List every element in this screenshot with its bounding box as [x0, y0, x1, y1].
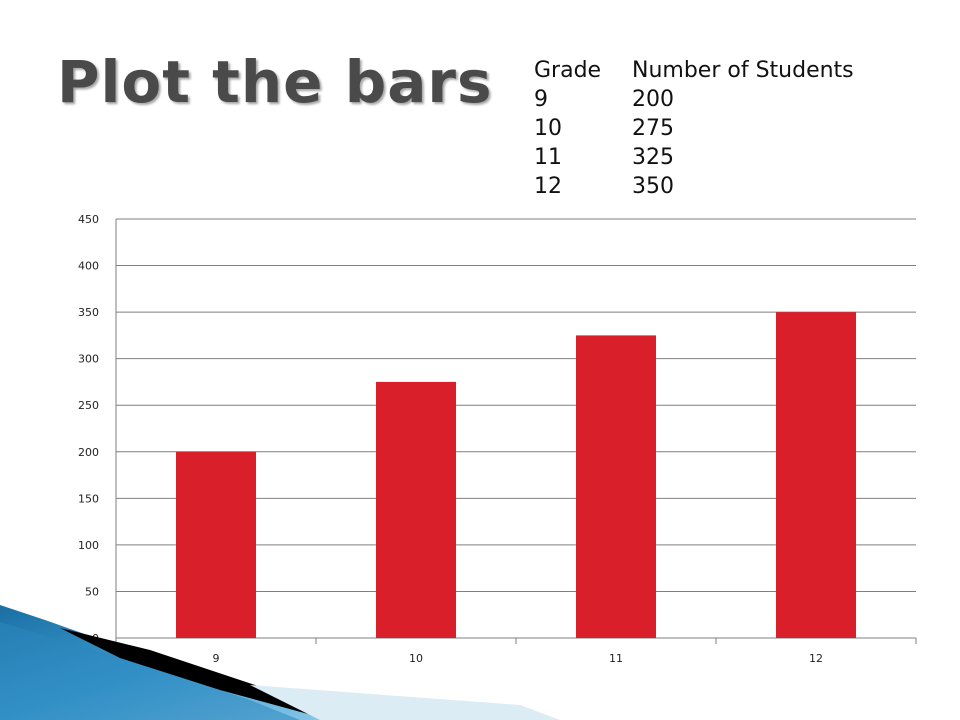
- data-table: Grade Number of Students 9 200 10 275 11…: [534, 58, 854, 203]
- table-row: 11 325: [534, 145, 854, 174]
- table-cell-grade: 12: [534, 174, 562, 199]
- table-row: 9 200: [534, 87, 854, 116]
- y-tick-label: 400: [78, 260, 99, 273]
- table-cell-count: 200: [632, 87, 674, 112]
- table-cell-count: 350: [632, 174, 674, 199]
- table-cell-count: 275: [632, 116, 674, 141]
- slide-title: Plot the bars: [57, 48, 493, 116]
- x-tick-label: 11: [609, 652, 623, 665]
- x-tick-label: 9: [213, 652, 220, 665]
- table-header-row: Grade Number of Students: [534, 58, 854, 87]
- bar: [376, 381, 456, 638]
- table-header-count: Number of Students: [632, 58, 854, 83]
- y-tick-label: 300: [78, 353, 99, 366]
- y-tick-label: 50: [85, 585, 99, 598]
- y-tick-label: 200: [78, 446, 99, 459]
- y-tick-label: 250: [78, 399, 99, 412]
- y-tick-label: 450: [78, 213, 99, 226]
- x-tick-label: 12: [809, 652, 823, 665]
- x-tick-label: 10: [409, 652, 423, 665]
- table-cell-grade: 9: [534, 87, 548, 112]
- table-row: 12 350: [534, 174, 854, 203]
- bar: [776, 312, 856, 638]
- table-cell-count: 325: [632, 145, 674, 170]
- y-tick-label: 150: [78, 492, 99, 505]
- bar: [176, 451, 256, 638]
- y-tick-label: 100: [78, 539, 99, 552]
- table-cell-grade: 11: [534, 145, 562, 170]
- y-tick-label: 350: [78, 306, 99, 319]
- table-cell-grade: 10: [534, 116, 562, 141]
- table-row: 10 275: [534, 116, 854, 145]
- bar: [576, 335, 656, 638]
- table-header-grade: Grade: [534, 58, 602, 83]
